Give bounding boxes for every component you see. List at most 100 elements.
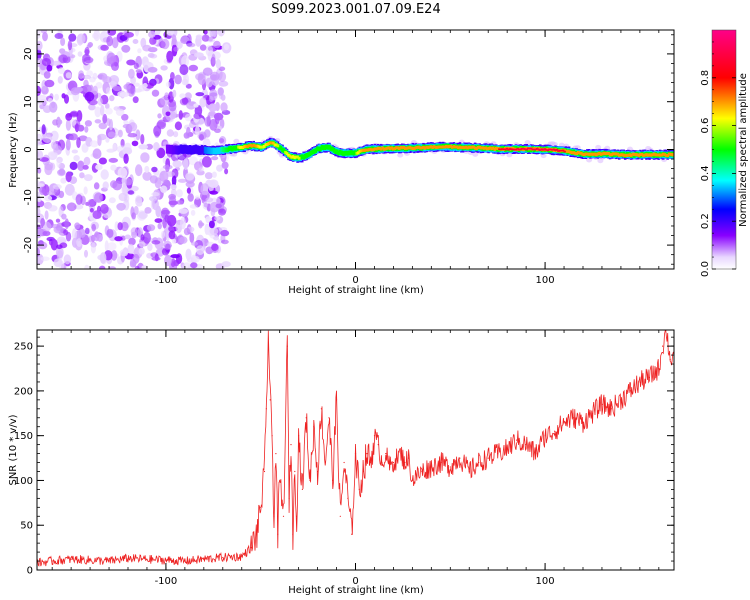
snr-point xyxy=(610,408,613,410)
ridge-cell xyxy=(172,145,175,155)
ridge-cell xyxy=(658,153,662,157)
noise-blob xyxy=(140,234,145,241)
snr-point xyxy=(459,457,461,459)
ridge-cell xyxy=(470,145,474,149)
noise-blob xyxy=(140,134,145,145)
colorbar-tick-label: 0.8 xyxy=(700,70,711,86)
ridge-cell xyxy=(498,148,501,150)
noise-blob xyxy=(168,101,177,112)
noise-blob xyxy=(100,203,109,214)
noise-blob xyxy=(49,101,58,113)
x-tick-label: -100 xyxy=(155,275,178,286)
noise-blob xyxy=(106,228,114,238)
noise-blob xyxy=(140,37,147,48)
ridge-cell xyxy=(302,154,305,160)
ridge-cell xyxy=(285,152,289,156)
ridge-cell xyxy=(381,146,384,150)
snr-point xyxy=(347,497,349,499)
ridge-cell xyxy=(489,146,492,150)
ridge-cell xyxy=(294,155,298,159)
noise-blob xyxy=(129,260,136,268)
snr-point xyxy=(165,559,167,561)
snr-point xyxy=(385,453,387,455)
noise-blob xyxy=(123,120,129,125)
noise-blob xyxy=(37,167,42,174)
ridge-cell xyxy=(587,152,591,156)
ridge-cell xyxy=(249,143,252,147)
snr-point xyxy=(339,515,341,517)
noise-blob xyxy=(100,44,109,51)
noise-blob xyxy=(149,53,158,59)
noise-blob xyxy=(165,164,170,173)
ridge-cell xyxy=(472,145,475,149)
ridge-cell xyxy=(276,144,280,148)
ridge-cell xyxy=(593,152,597,156)
ridge-cell xyxy=(589,152,592,156)
ridge-cell xyxy=(388,147,392,150)
noise-blob xyxy=(171,238,177,244)
noise-blob xyxy=(133,205,139,216)
ridge-cell xyxy=(366,148,369,152)
noise-blob xyxy=(78,135,88,142)
ridge-cell xyxy=(261,145,265,149)
ridge-cell xyxy=(241,146,245,150)
ridge-cell xyxy=(296,155,299,159)
y-tick-label: 200 xyxy=(14,386,33,397)
ridge-cell xyxy=(214,147,217,155)
snr-point xyxy=(487,457,489,459)
ridge-cell xyxy=(344,150,348,156)
ridge-cell xyxy=(401,146,404,150)
ridge-cell xyxy=(325,144,328,150)
noise-blob xyxy=(208,103,218,112)
noise-blob xyxy=(82,74,92,80)
noise-blob xyxy=(124,178,133,186)
noise-blob xyxy=(208,220,215,229)
noise-blob xyxy=(209,227,219,236)
snr-point xyxy=(309,479,311,481)
noise-blob xyxy=(166,129,174,137)
noise-blob xyxy=(70,87,81,96)
snr-series-line xyxy=(37,330,674,567)
noise-blob xyxy=(83,186,88,195)
noise-blob xyxy=(215,203,222,209)
ridge-cell xyxy=(552,148,556,151)
ridge-cell xyxy=(326,144,330,150)
ridge-cell xyxy=(652,152,656,156)
ridge-cell xyxy=(554,149,557,151)
noise-blob xyxy=(176,189,183,198)
noise-blob xyxy=(135,164,143,177)
noise-blob xyxy=(224,43,229,51)
ridge-cell xyxy=(558,149,562,152)
ridge-cell xyxy=(640,152,644,156)
x-tick-label: -100 xyxy=(155,576,178,587)
ridge-cell xyxy=(332,148,336,153)
noise-blob xyxy=(46,64,53,72)
ridge-cell xyxy=(216,147,219,155)
noise-blob xyxy=(60,37,66,46)
noise-blob xyxy=(209,118,218,131)
ridge-cell xyxy=(237,145,240,149)
snr-point xyxy=(449,466,451,468)
ridge-cell xyxy=(197,145,201,155)
spectrogram-signal-ridge xyxy=(162,136,674,164)
noise-blob xyxy=(134,30,140,37)
noise-blob xyxy=(175,41,183,49)
ridge-cell xyxy=(634,153,638,157)
ridge-cell xyxy=(672,153,674,157)
noise-blob xyxy=(195,73,204,81)
ridge-cell xyxy=(473,146,477,150)
ridge-cell xyxy=(595,153,598,157)
ridge-cell xyxy=(346,150,349,156)
noise-blob xyxy=(156,147,166,159)
ridge-cell xyxy=(536,148,539,150)
noise-blob xyxy=(173,131,179,138)
noise-blob xyxy=(156,121,166,128)
noise-blob xyxy=(170,254,180,259)
noise-blob xyxy=(83,156,91,166)
noise-blob xyxy=(134,265,140,269)
noise-blob xyxy=(56,244,63,250)
noise-blob xyxy=(155,205,162,218)
noise-blob xyxy=(192,255,200,263)
noise-blob xyxy=(138,211,148,219)
noise-blob xyxy=(52,60,61,66)
